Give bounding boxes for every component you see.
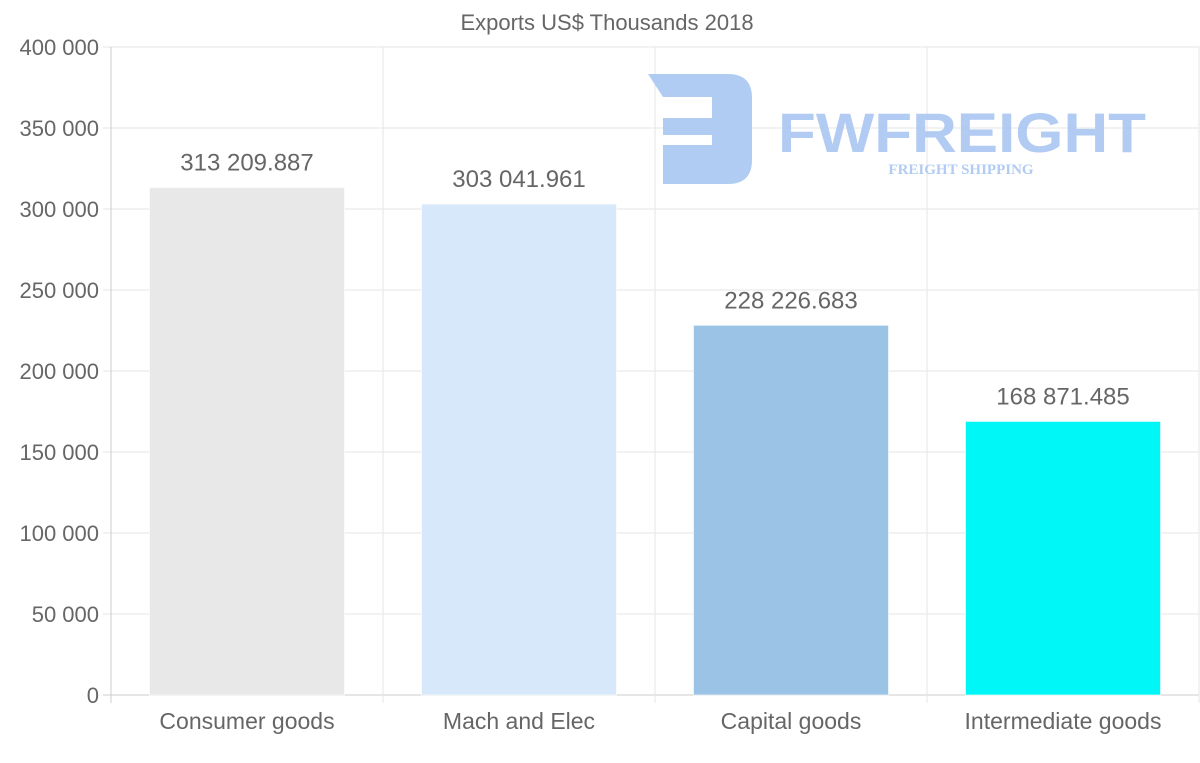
chart-title: Exports US$ Thousands 2018: [460, 10, 753, 35]
logo-mark-icon: [648, 74, 752, 184]
y-tick-label: 200 000: [19, 359, 99, 384]
watermark-tagline: FREIGHT SHIPPING: [888, 162, 1033, 178]
x-tick-label: Intermediate goods: [965, 708, 1162, 734]
data-label: 303 041.961: [452, 166, 585, 193]
data-labels: 313 209.887 303 041.961 228 226.683 168 871…: [180, 150, 1129, 411]
bar: [965, 420, 1161, 696]
x-tick-label: Capital goods: [721, 708, 862, 734]
bar: [421, 203, 617, 696]
y-tick-label: 50 000: [32, 602, 99, 627]
y-tick-label: 300 000: [19, 197, 99, 222]
data-label: 313 209.887: [180, 150, 313, 177]
x-tick-label: Consumer goods: [159, 708, 334, 734]
bar: [693, 324, 889, 696]
x-tick-label: Mach and Elec: [443, 708, 595, 734]
y-tick-label: 150 000: [19, 440, 99, 465]
bar: [149, 187, 345, 696]
data-label: 228 226.683: [724, 287, 857, 314]
bars: [149, 187, 1161, 696]
y-tick-label: 250 000: [19, 278, 99, 303]
y-tick-label: 100 000: [19, 521, 99, 546]
y-tick-label: 350 000: [19, 116, 99, 141]
x-axis: Consumer goods Mach and Elec Capital goods…: [159, 708, 1161, 734]
y-axis: 0 50 000 100 000 150 000 200 000 250 000 300 0…: [19, 35, 99, 708]
y-tick-label: 400 000: [19, 35, 99, 60]
y-tick-label: 0: [87, 683, 99, 708]
data-label: 168 871.485: [996, 383, 1129, 410]
watermark-brand: FWFREIGHT: [778, 101, 1146, 164]
